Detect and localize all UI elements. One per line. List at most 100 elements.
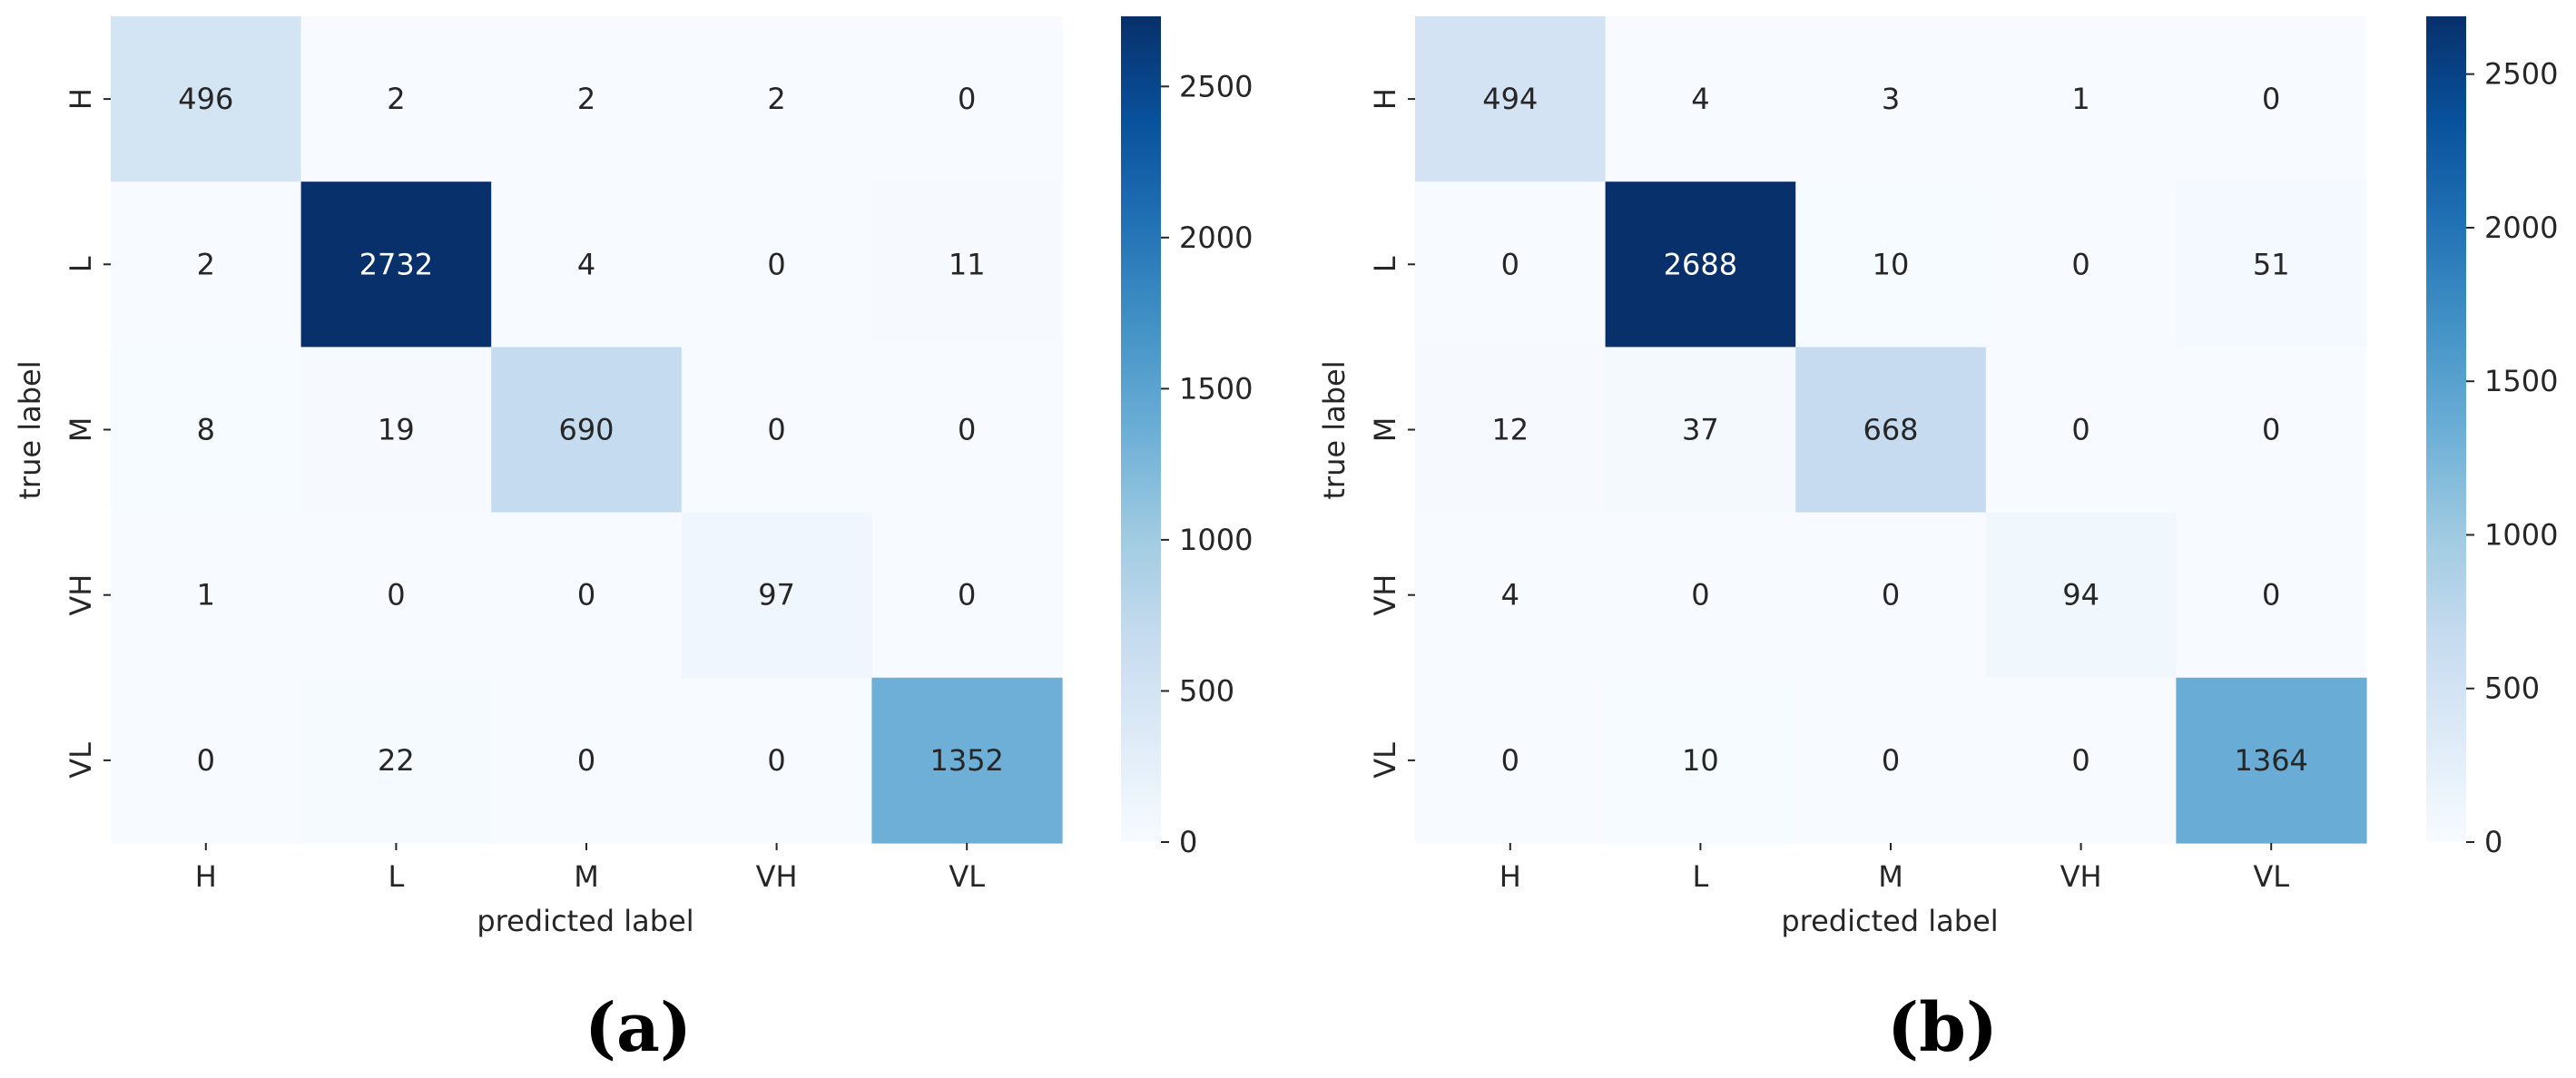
heatmap-a-cell-label: 22 <box>378 743 415 778</box>
heatmap-a-cell-L-L <box>300 181 492 348</box>
heatmap-b-cell-label: 51 <box>2253 247 2290 281</box>
heatmap-a-x-axis-label: predicted label <box>477 904 693 938</box>
heatmap-a-cell-L-VL <box>871 181 1063 348</box>
heatmap-a-cell-label: 4 <box>577 247 595 281</box>
heatmap-a-cell-H-VH <box>681 16 872 182</box>
heatmap-b-cell-label: 0 <box>2071 743 2089 778</box>
heatmap-a-colorbar: 0 500 1000 1500 2000 2500 <box>1121 16 1253 859</box>
heatmap-a-y-tick-label: H <box>64 88 98 110</box>
heatmap-a-cell-H-H <box>111 16 302 182</box>
heatmap-a-cell-label: 2732 <box>359 247 433 281</box>
heatmap-b-cell-label: 0 <box>1882 578 1900 612</box>
heatmap-a-cell-L-H <box>111 181 302 348</box>
heatmap-b-colorbar-tick-label: 0 <box>2484 825 2502 859</box>
heatmap-a-cell-label: 11 <box>949 247 986 281</box>
heatmap-b-y-tick-label: VH <box>1368 574 1402 616</box>
heatmap-a-cell-M-M <box>491 347 683 514</box>
heatmap-a-cell-label: 2 <box>767 82 785 116</box>
heatmap-a-x-tick-label: VL <box>949 859 985 894</box>
heatmap-a-cell-label: 19 <box>378 413 415 447</box>
heatmap-b-cell-label: 0 <box>2071 413 2089 447</box>
heatmap-b-y-ticks: H L M VH VL <box>1368 88 1415 779</box>
heatmap-a-cell-label: 690 <box>558 413 614 447</box>
heatmap-b-cell-label: 668 <box>1863 413 1918 447</box>
heatmap-a-x-tick-label: L <box>388 859 404 894</box>
heatmap-a-cell-label: 496 <box>178 82 233 116</box>
heatmap-a-y-tick-label: VH <box>64 574 98 616</box>
heatmap-a-x-tick-label: H <box>195 859 217 894</box>
heatmap-a-cell-VL-VL <box>871 677 1063 844</box>
heatmap-panel-a: 496 2 2 2 02 2732 4 0 118 19 690 0 01 0 0 97 00 22 0 0 1352 … <box>13 16 1253 1067</box>
heatmap-b-cell-M-H <box>1415 347 1607 514</box>
heatmap-b-cell-M-M <box>1795 347 1987 514</box>
heatmap-a-cell-label: 0 <box>767 413 785 447</box>
heatmap-a-cells: 496 2 2 2 02 2732 4 0 118 19 690 0 01 0 0 97 00 22 0 0 1352 <box>111 16 1063 844</box>
heatmap-b-x-ticks: H L M VH VL <box>1499 843 2289 894</box>
heatmap-a-colorbar-tick-label: 1000 <box>1179 523 1253 557</box>
heatmap-a-cell-VL-M <box>491 677 683 844</box>
heatmap-a-cell-label: 1352 <box>929 743 1003 778</box>
heatmap-b-y-tick-label: M <box>1368 417 1402 443</box>
heatmap-b-colorbar-tick-label: 500 <box>2484 671 2540 706</box>
heatmap-b-cell-H-VL <box>2176 16 2367 182</box>
heatmap-b-cell-M-VL <box>2176 347 2367 514</box>
heatmap-b-cell-H-M <box>1795 16 1987 182</box>
heatmap-a-colorbar-ticks: 0 500 1000 1500 2000 2500 <box>1161 69 1253 859</box>
heatmap-b-cell-label: 10 <box>1682 743 1719 778</box>
heatmap-b-cell-VH-VL <box>2176 512 2367 679</box>
heatmap-a-cell-VH-M <box>491 512 683 679</box>
heatmap-a-cell-label: 2 <box>577 82 595 116</box>
heatmap-b-y-tick-label: L <box>1368 256 1402 272</box>
heatmap-a-cell-label: 0 <box>767 247 785 281</box>
heatmap-b-cell-label: 10 <box>1873 247 1910 281</box>
heatmap-b-cell-label: 0 <box>1501 247 1519 281</box>
heatmap-b-cell-label: 1364 <box>2234 743 2307 778</box>
heatmap-b-cell-label: 0 <box>1691 578 1709 612</box>
heatmap-a-cell-H-L <box>300 16 492 182</box>
heatmap-a-colorbar-tick-label: 2000 <box>1179 220 1253 255</box>
heatmap-b-x-tick-label: VL <box>2253 859 2289 894</box>
heatmap-b-colorbar: 0 500 1000 1500 2000 2500 <box>2426 16 2558 859</box>
heatmap-b-cell-VL-H <box>1415 677 1607 844</box>
heatmap-a-y-tick-label: VL <box>64 742 98 779</box>
heatmap-a-cell-label: 0 <box>958 82 976 116</box>
heatmap-b-cell-label: 0 <box>1882 743 1900 778</box>
heatmap-a-cell-label: 0 <box>958 413 976 447</box>
heatmap-b-x-tick-label: L <box>1692 859 1708 894</box>
heatmap-a-cell-VL-L <box>300 677 492 844</box>
heatmap-a-colorbar-tick-label: 2500 <box>1179 69 1253 103</box>
heatmap-a-y-axis-label: true label <box>13 360 47 499</box>
heatmap-b-colorbar-gradient <box>2426 16 2466 842</box>
heatmap-b-cell-label: 94 <box>2062 578 2099 612</box>
panel-caption-b: (b) <box>1887 989 1998 1067</box>
heatmap-b-cell-VH-H <box>1415 512 1607 679</box>
heatmap-b-x-axis-label: predicted label <box>1781 904 1998 938</box>
heatmap-a-colorbar-tick-label: 1500 <box>1179 371 1253 406</box>
heatmap-b-cell-label: 12 <box>1491 413 1529 447</box>
heatmap-a-cell-L-M <box>491 181 683 348</box>
heatmap-a-cell-VL-VH <box>681 677 872 844</box>
heatmap-b-cell-VL-L <box>1605 677 1796 844</box>
heatmap-a-cell-VL-H <box>111 677 302 844</box>
heatmap-a-cell-M-L <box>300 347 492 514</box>
heatmap-b-x-tick-label: H <box>1499 859 1521 894</box>
heatmap-b-cell-label: 0 <box>1501 743 1519 778</box>
heatmap-a-cell-M-H <box>111 347 302 514</box>
heatmap-a-y-ticks: H L M VH VL <box>64 88 111 779</box>
heatmap-a-cell-label: 0 <box>197 743 215 778</box>
heatmap-b-cell-H-H <box>1415 16 1607 182</box>
heatmap-b-cell-label: 4 <box>1691 82 1709 116</box>
heatmap-a-x-ticks: H L M VH VL <box>195 843 985 894</box>
heatmap-a-cell-label: 0 <box>387 578 405 612</box>
heatmap-b-y-tick-label: H <box>1368 88 1402 110</box>
heatmap-b-colorbar-ticks: 0 500 1000 1500 2000 2500 <box>2466 57 2558 859</box>
heatmap-a-cell-H-VL <box>871 16 1063 182</box>
heatmap-a-cell-label: 0 <box>958 578 976 612</box>
heatmap-b-cell-VH-L <box>1605 512 1796 679</box>
heatmap-a-cell-H-M <box>491 16 683 182</box>
heatmap-a-cell-M-VH <box>681 347 872 514</box>
heatmap-b-colorbar-tick-label: 2500 <box>2484 57 2558 92</box>
heatmap-b-cell-label: 3 <box>1882 82 1900 116</box>
